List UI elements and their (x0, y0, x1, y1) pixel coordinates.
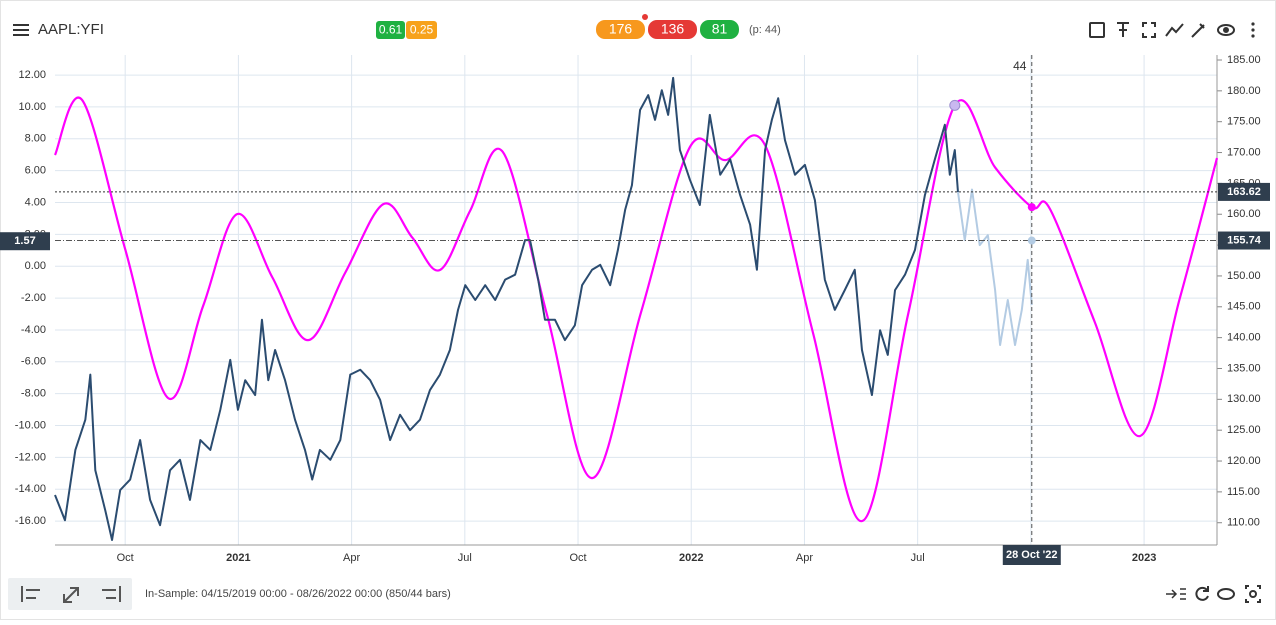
y2-tick-label: 130.00 (1227, 393, 1261, 405)
menu-icon (13, 29, 29, 31)
fit[interactable] (63, 587, 79, 603)
x-tick-label: Oct (117, 552, 134, 564)
menu-icon (13, 34, 29, 36)
y-tick-label: -2.00 (21, 292, 46, 304)
focus-icon[interactable] (1245, 585, 1261, 603)
y-tick-label: 12.00 (18, 69, 46, 81)
count-badge (700, 20, 739, 39)
count: 81 (712, 21, 728, 37)
crosshair-y-box (0, 232, 50, 251)
dot (1251, 22, 1255, 26)
y-tick-label: 0.00 (25, 260, 46, 272)
period: (p: 44) (749, 24, 781, 36)
x-tick-label: Apr (343, 552, 360, 564)
footer-icons (1166, 585, 1261, 603)
x-tick-label: Jul (458, 552, 472, 564)
peak-marker (949, 99, 961, 111)
footer-info: In-Sample: 04/15/2019 00:00 - 08/26/2022… (145, 588, 451, 600)
crosshair-x-label: 28 Oct '22 (1006, 549, 1058, 561)
y-tick-label: -16.00 (15, 515, 46, 527)
y2-tick-label: 125.00 (1227, 424, 1261, 436)
y2-tick-label: 120.00 (1227, 455, 1261, 467)
y-tick-label: -6.00 (21, 356, 46, 368)
crosshair-marker (1027, 236, 1036, 245)
eye-pupil (1223, 27, 1229, 33)
crosshair-y2-box (1218, 231, 1270, 250)
y2-tick-label: 135.00 (1227, 362, 1261, 374)
nav-buttons (8, 578, 132, 610)
series-line (956, 188, 1033, 347)
x-tick-label: 2022 (679, 552, 703, 564)
y2-tick-label: 185.00 (1227, 54, 1261, 66)
crosshair-y-label: 1.57 (14, 235, 35, 247)
y2-tick-label: 140.00 (1227, 332, 1261, 344)
score-badge (376, 21, 405, 39)
y2-tick-label: 115.00 (1227, 486, 1260, 498)
y2-tick-label: 180.00 (1227, 85, 1261, 97)
focus-dot (1249, 590, 1257, 598)
menu-button[interactable] (13, 24, 29, 36)
menu-icon (13, 24, 29, 26)
x-tick-label: Oct (569, 552, 586, 564)
series-line (54, 76, 959, 542)
dot (1251, 28, 1255, 32)
y2-tick-label: 150.00 (1227, 270, 1261, 282)
go-end[interactable] (102, 586, 121, 602)
y-tick-label: 8.00 (25, 133, 46, 145)
toolbar-icons (1089, 22, 1235, 38)
y-tick-label: -14.00 (15, 483, 46, 495)
eye-icon[interactable] (1217, 24, 1235, 36)
y-tick-label: -8.00 (21, 388, 46, 400)
x-tick-label: Apr (796, 552, 813, 564)
fullscreen-icon[interactable] (1142, 22, 1156, 38)
last-price-box (1218, 182, 1270, 201)
last-price-label: 163.62 (1227, 186, 1261, 198)
count: 136 (661, 21, 685, 37)
score: 0.61 (379, 23, 403, 37)
go-start[interactable] (21, 586, 40, 602)
nav-icons (21, 586, 121, 603)
y2-tick-label: 175.00 (1227, 116, 1261, 128)
more-icon[interactable] (1251, 22, 1255, 38)
symbol: AAPL:YFI (38, 21, 104, 38)
count-badge (648, 20, 697, 39)
alert-dot (642, 14, 648, 20)
y-tick-label: 4.00 (25, 196, 46, 208)
y2-tick-label: 160.00 (1227, 208, 1261, 220)
trend-icon[interactable] (1165, 23, 1184, 37)
crosshair-y2-label: 155.74 (1227, 234, 1262, 246)
draw-icon[interactable] (1191, 23, 1205, 38)
score-badge (406, 21, 437, 39)
refresh-icon[interactable] (1195, 586, 1209, 601)
x-tick-label: Jul (911, 552, 925, 564)
count: 176 (609, 21, 633, 37)
chart: Oct2021AprJulOct2022AprJulOct2023-16.00-… (0, 54, 1270, 565)
y-tick-label: -4.00 (21, 324, 46, 336)
y-tick-label: -12.00 (15, 451, 46, 463)
save-icon[interactable] (1089, 22, 1105, 38)
pin-icon[interactable] (1117, 22, 1129, 37)
score: 0.25 (410, 23, 434, 37)
eye-icon[interactable] (1217, 588, 1235, 600)
y-tick-label: 6.00 (25, 165, 46, 177)
count-badge (596, 20, 645, 39)
crosshair-marker (1027, 203, 1036, 212)
scroll-end[interactable] (1166, 588, 1186, 600)
x-tick-label: 2021 (226, 552, 250, 564)
y-tick-label: 10.00 (18, 101, 46, 113)
crosshair-bar: 44 (1013, 59, 1027, 73)
y2-tick-label: 170.00 (1227, 146, 1261, 158)
y2-tick-label: 110.00 (1227, 517, 1260, 529)
crosshair-x-box (1002, 545, 1061, 565)
dot (1251, 34, 1255, 38)
y2-tick-label: 145.00 (1227, 301, 1261, 313)
x-tick-label: 2023 (1132, 552, 1156, 564)
y-tick-label: -10.00 (15, 419, 46, 431)
